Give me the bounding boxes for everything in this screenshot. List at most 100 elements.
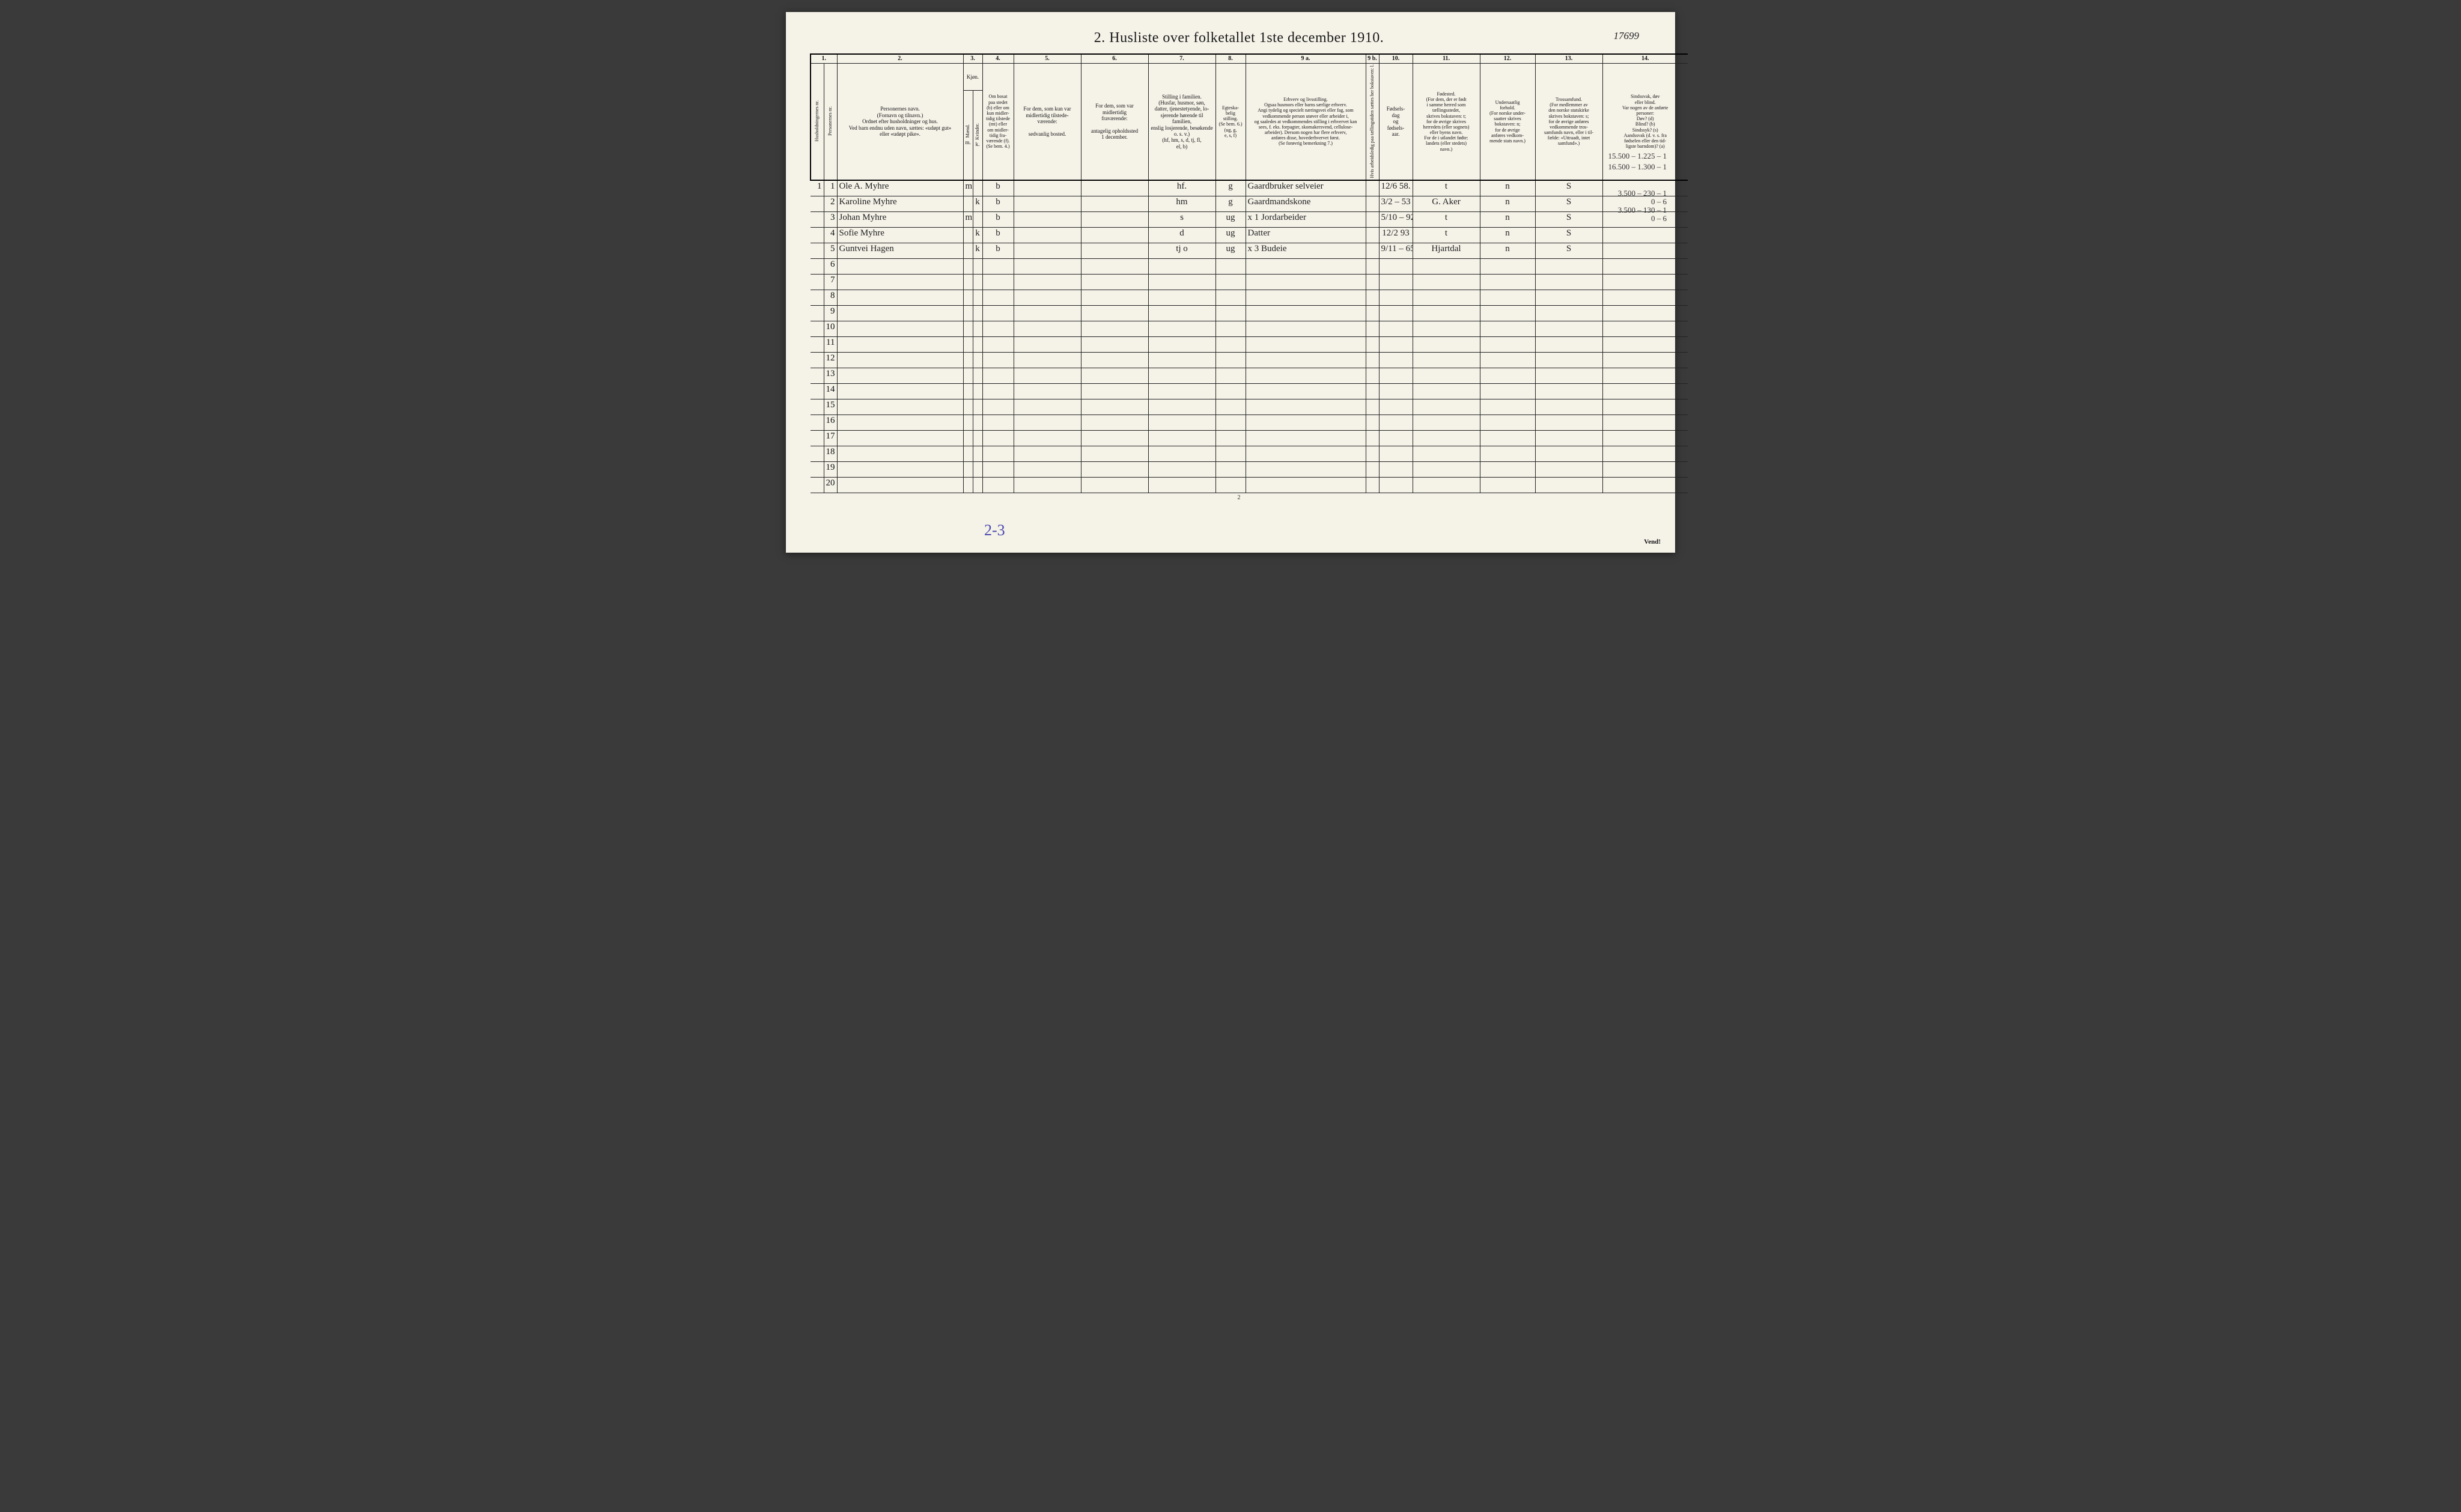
empty-cell <box>963 383 973 399</box>
empty-cell <box>1480 352 1535 368</box>
cell-person-no: 1 <box>824 180 837 196</box>
cell-person-no: 16 <box>824 414 837 430</box>
empty-cell <box>963 305 973 321</box>
empty-cell <box>963 321 973 336</box>
empty-cell <box>1413 383 1480 399</box>
empty-cell <box>837 399 963 414</box>
cell-household-no: 1 <box>811 180 824 196</box>
cell-person-no: 10 <box>824 321 837 336</box>
empty-cell <box>1148 290 1215 305</box>
cell-marital: g <box>1215 180 1246 196</box>
empty-cell <box>963 258 973 274</box>
cell-household-no <box>811 321 824 336</box>
empty-cell <box>1480 446 1535 461</box>
cell-marital: g <box>1215 196 1246 211</box>
empty-cell <box>973 383 982 399</box>
empty-cell <box>1215 383 1246 399</box>
cell-nationality: n <box>1480 180 1535 196</box>
empty-cell <box>1413 414 1480 430</box>
cell-residence: b <box>982 211 1014 227</box>
empty-cell <box>973 477 982 493</box>
empty-cell <box>973 414 982 430</box>
empty-cell <box>1148 477 1215 493</box>
empty-cell <box>1246 399 1366 414</box>
cell-residence: b <box>982 180 1014 196</box>
empty-cell <box>1480 290 1535 305</box>
empty-cell <box>982 258 1014 274</box>
empty-cell <box>1602 368 1688 383</box>
empty-cell <box>837 383 963 399</box>
table-row: 5Guntvei Hagenkbtj ougx 3 Budeie9/11 – 6… <box>811 243 1688 258</box>
empty-cell <box>982 477 1014 493</box>
cell-birthplace: t <box>1413 211 1480 227</box>
empty-cell <box>1081 446 1148 461</box>
empty-cell <box>963 414 973 430</box>
empty-cell <box>1602 290 1688 305</box>
empty-cell <box>973 446 982 461</box>
empty-cell <box>1602 399 1688 414</box>
empty-cell <box>982 290 1014 305</box>
empty-cell <box>1148 399 1215 414</box>
empty-cell <box>1535 274 1602 290</box>
cell-person-no: 2 <box>824 196 837 211</box>
cell-birthplace: Hjartdal <box>1413 243 1480 258</box>
bottom-annotation: 2-3 <box>984 521 1005 539</box>
empty-cell <box>1215 336 1246 352</box>
hdr-sex: Kjøn. <box>963 63 982 90</box>
cell-nationality: n <box>1480 196 1535 211</box>
table-row-empty: 16 <box>811 414 1688 430</box>
empty-cell <box>1246 461 1366 477</box>
cell-household-no <box>811 196 824 211</box>
cell-marital: ug <box>1215 243 1246 258</box>
hdr-female: Kvinder.k. <box>973 90 982 180</box>
empty-cell <box>1366 430 1379 446</box>
empty-cell <box>1480 305 1535 321</box>
empty-cell <box>1215 414 1246 430</box>
cell-person-no: 6 <box>824 258 837 274</box>
cell-family-position: s <box>1148 211 1215 227</box>
empty-cell <box>1246 414 1366 430</box>
empty-cell <box>982 305 1014 321</box>
empty-cell <box>1366 258 1379 274</box>
cell-residence: b <box>982 243 1014 258</box>
empty-cell <box>1413 321 1480 336</box>
empty-cell <box>1413 399 1480 414</box>
cell-occupation: x 3 Budeie <box>1246 243 1366 258</box>
empty-cell <box>1081 336 1148 352</box>
empty-cell <box>1535 305 1602 321</box>
cell-person-no: 17 <box>824 430 837 446</box>
empty-cell <box>963 446 973 461</box>
empty-cell <box>1014 274 1081 290</box>
empty-cell <box>1535 414 1602 430</box>
cell-birthplace: G. Aker <box>1413 196 1480 211</box>
cell-sex-m <box>963 243 973 258</box>
top-right-annotation: 17699 <box>1614 30 1640 42</box>
cell-usual-residence <box>1014 196 1081 211</box>
cell-name: Sofie Myhre <box>837 227 963 243</box>
colnum-13: 13. <box>1535 54 1602 63</box>
cell-family-position: d <box>1148 227 1215 243</box>
empty-cell <box>1379 352 1413 368</box>
empty-cell <box>1379 290 1413 305</box>
colnum-4: 4. <box>982 54 1014 63</box>
cell-person-no: 13 <box>824 368 837 383</box>
cell-person-no: 9 <box>824 305 837 321</box>
cell-absent-location <box>1081 180 1148 196</box>
cell-nationality: n <box>1480 227 1535 243</box>
empty-cell <box>1366 399 1379 414</box>
empty-cell <box>1480 336 1535 352</box>
empty-cell <box>1014 430 1081 446</box>
hdr-birthdate: Fødsels- dag og fødsels- aar. <box>1379 63 1413 180</box>
empty-cell <box>1379 399 1413 414</box>
cell-household-no <box>811 383 824 399</box>
table-row-empty: 11 <box>811 336 1688 352</box>
vend-label: Vend! <box>1644 538 1661 545</box>
empty-cell <box>973 321 982 336</box>
empty-cell <box>1246 336 1366 352</box>
empty-cell <box>1413 336 1480 352</box>
empty-cell <box>1081 274 1148 290</box>
cell-person-no: 12 <box>824 352 837 368</box>
empty-cell <box>982 321 1014 336</box>
empty-cell <box>1413 461 1480 477</box>
empty-cell <box>1366 477 1379 493</box>
